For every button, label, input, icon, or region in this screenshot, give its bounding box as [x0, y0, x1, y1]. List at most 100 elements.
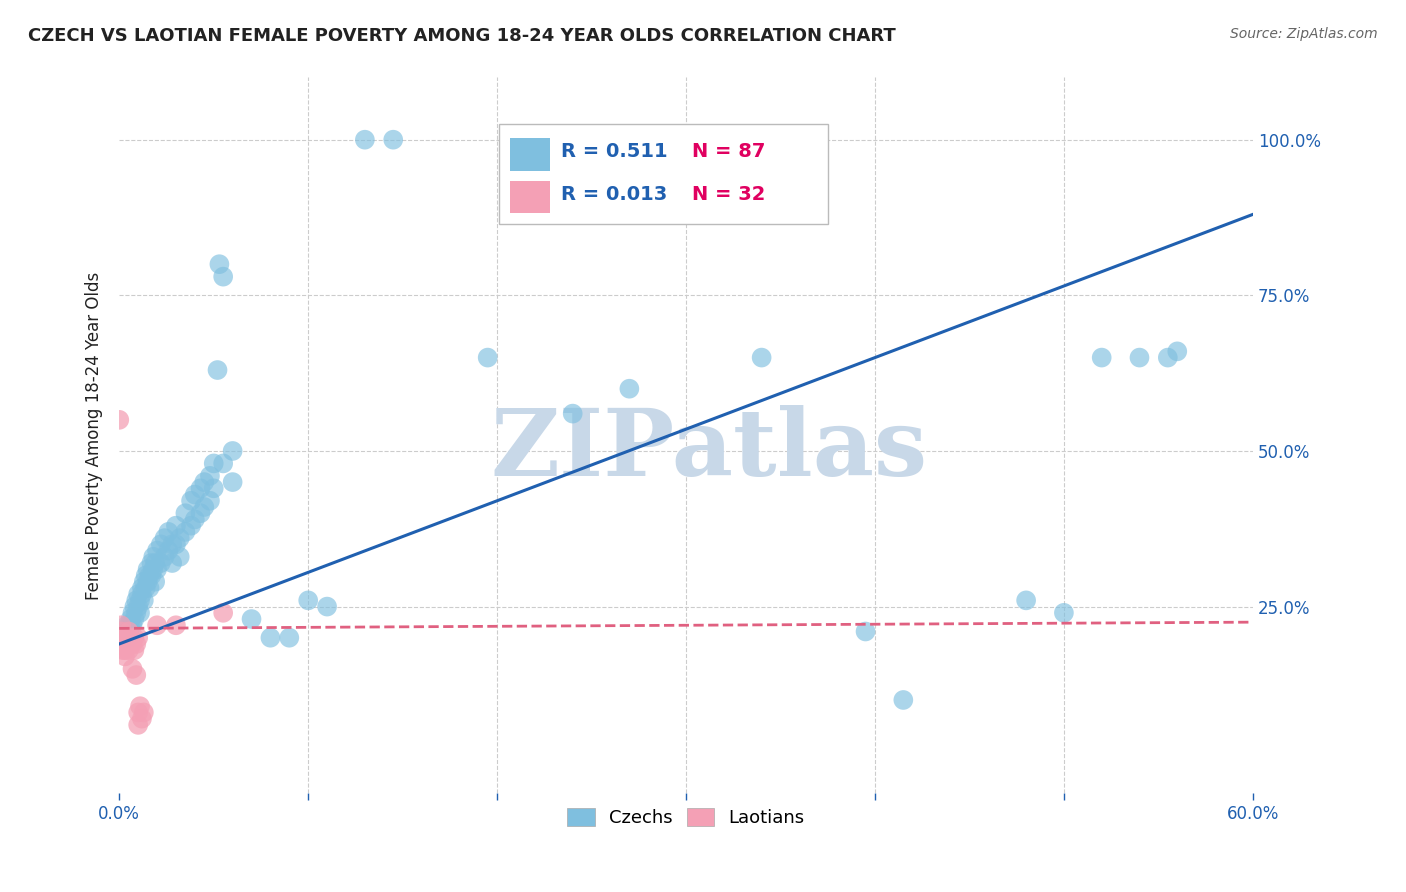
Point [125, 593, 148, 607]
Point [316, 599, 339, 614]
Point [141, 568, 163, 582]
Point [190, 481, 212, 495]
Point [110, 624, 132, 639]
Point [132, 593, 155, 607]
Text: N = 32: N = 32 [692, 185, 765, 204]
Point [138, 581, 160, 595]
Point [115, 631, 138, 645]
Point [382, 133, 405, 147]
Point [129, 606, 152, 620]
Point [141, 556, 163, 570]
Point [138, 568, 160, 582]
FancyBboxPatch shape [510, 181, 550, 213]
Point [160, 556, 183, 570]
Point [157, 524, 180, 539]
Point [477, 351, 499, 365]
Point [131, 712, 153, 726]
Point [193, 475, 215, 489]
Point [174, 524, 197, 539]
Point [146, 618, 169, 632]
Point [149, 556, 172, 570]
Point [1157, 351, 1180, 365]
Point [114, 631, 136, 645]
Point [221, 444, 243, 458]
Point [127, 587, 149, 601]
Point [127, 631, 149, 645]
Point [146, 543, 169, 558]
Text: N = 87: N = 87 [692, 142, 765, 161]
Point [165, 518, 187, 533]
Point [120, 612, 142, 626]
Point [153, 549, 176, 564]
Point [221, 475, 243, 489]
Point [855, 624, 877, 639]
Point [118, 643, 141, 657]
Point [190, 506, 212, 520]
Point [297, 593, 319, 607]
Point [193, 500, 215, 514]
Point [1053, 606, 1076, 620]
Point [174, 506, 197, 520]
Point [131, 587, 153, 601]
Point [198, 468, 221, 483]
Point [891, 693, 914, 707]
Point [207, 363, 229, 377]
Point [121, 606, 143, 620]
Point [124, 612, 146, 626]
Point [180, 493, 202, 508]
Point [142, 549, 165, 564]
Point [121, 662, 143, 676]
Point [198, 493, 221, 508]
Point [125, 668, 148, 682]
Point [120, 631, 142, 645]
Point [124, 643, 146, 657]
Text: Source: ZipAtlas.com: Source: ZipAtlas.com [1230, 27, 1378, 41]
Point [184, 512, 207, 526]
Point [129, 593, 152, 607]
Point [112, 631, 135, 645]
Point [129, 699, 152, 714]
Point [121, 637, 143, 651]
Text: CZECH VS LAOTIAN FEMALE POVERTY AMONG 18-24 YEAR OLDS CORRELATION CHART: CZECH VS LAOTIAN FEMALE POVERTY AMONG 18… [28, 27, 896, 45]
Point [124, 631, 146, 645]
Point [115, 618, 138, 632]
Point [127, 718, 149, 732]
Point [169, 531, 191, 545]
Point [135, 568, 157, 582]
Point [136, 574, 159, 589]
Point [132, 574, 155, 589]
Point [118, 624, 141, 639]
Point [212, 269, 235, 284]
Point [619, 382, 641, 396]
Point [118, 631, 141, 645]
Point [169, 549, 191, 564]
Point [561, 407, 583, 421]
Point [136, 562, 159, 576]
Point [142, 562, 165, 576]
Point [131, 581, 153, 595]
Point [114, 649, 136, 664]
Point [112, 637, 135, 651]
Point [118, 624, 141, 639]
Point [180, 518, 202, 533]
Point [259, 631, 281, 645]
Point [202, 481, 225, 495]
Point [120, 618, 142, 632]
FancyBboxPatch shape [499, 124, 828, 224]
Point [208, 257, 231, 271]
Point [115, 631, 138, 645]
Point [132, 706, 155, 720]
Point [110, 631, 132, 645]
Point [153, 531, 176, 545]
Point [165, 537, 187, 551]
Point [127, 599, 149, 614]
Point [146, 562, 169, 576]
Point [112, 643, 135, 657]
Point [354, 133, 377, 147]
Point [751, 351, 773, 365]
Text: ZIPatlas: ZIPatlas [491, 405, 928, 495]
Point [114, 624, 136, 639]
Point [127, 706, 149, 720]
Point [212, 457, 235, 471]
Text: R = 0.511: R = 0.511 [561, 142, 668, 161]
